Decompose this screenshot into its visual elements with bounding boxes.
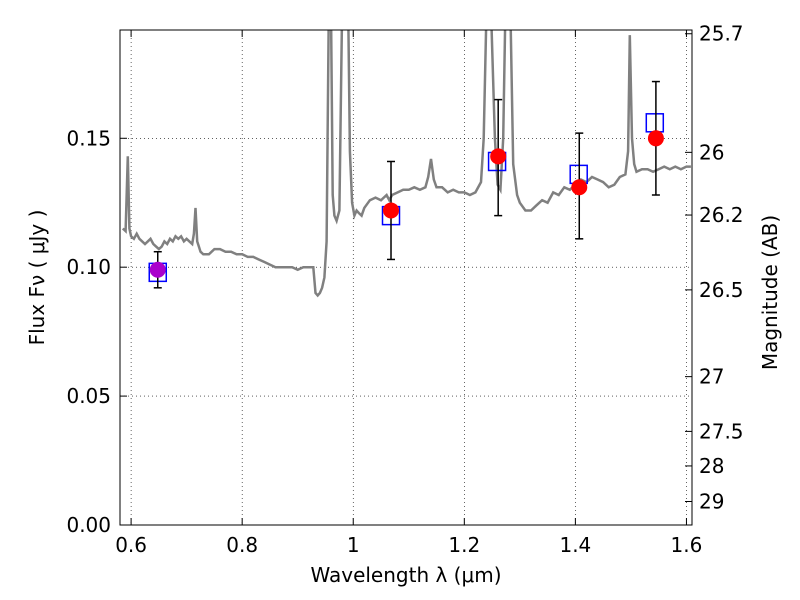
observed-point: [490, 148, 507, 165]
observed-point: [647, 130, 664, 147]
model-spectrum-line: [121, 30, 691, 298]
y2-tick-label: 28: [699, 454, 724, 478]
x-tick-label: 1.2: [448, 533, 480, 557]
y2-tick-label: 27.5: [699, 419, 744, 443]
observed-point: [571, 179, 588, 196]
y-tick-label: 0.15: [66, 126, 111, 150]
y2-tick-label: 25.7: [699, 22, 744, 46]
y2-tick-label: 27: [699, 365, 724, 389]
observed-point: [149, 261, 166, 278]
x-tick-label: 1.4: [559, 533, 591, 557]
x-tick-label: 0.8: [226, 533, 258, 557]
y2-tick-label: 26.2: [699, 203, 744, 227]
axis-ticks: 0.6 0.8 1 1.2 1.4 1.6 0.00 0.05 0.10 0.15 25.7 26 26…: [66, 22, 743, 557]
x-tick-label: 0.6: [115, 533, 147, 557]
y2-tick-label: 29: [699, 489, 724, 513]
y2-axis-label: Magnitude (AB): [758, 215, 782, 370]
x-tick-label: 1: [347, 533, 360, 557]
grid-lines: [120, 30, 692, 526]
y2-tick-label: 26.5: [699, 278, 744, 302]
x-axis-label: Wavelength λ (μm): [310, 563, 501, 587]
y-tick-label: 0.00: [66, 513, 111, 537]
plot-frame: [119, 29, 693, 526]
y-tick-label: 0.10: [66, 255, 111, 279]
x-tick-label: 1.6: [671, 533, 703, 557]
y2-tick-label: 26: [699, 140, 724, 164]
plot-area: [121, 30, 691, 298]
model-photometry-box: [645, 113, 665, 133]
y-axis-label: Flux Fν ( μJy ): [25, 210, 49, 346]
observed-point: [383, 202, 400, 219]
y-tick-label: 0.05: [66, 384, 111, 408]
